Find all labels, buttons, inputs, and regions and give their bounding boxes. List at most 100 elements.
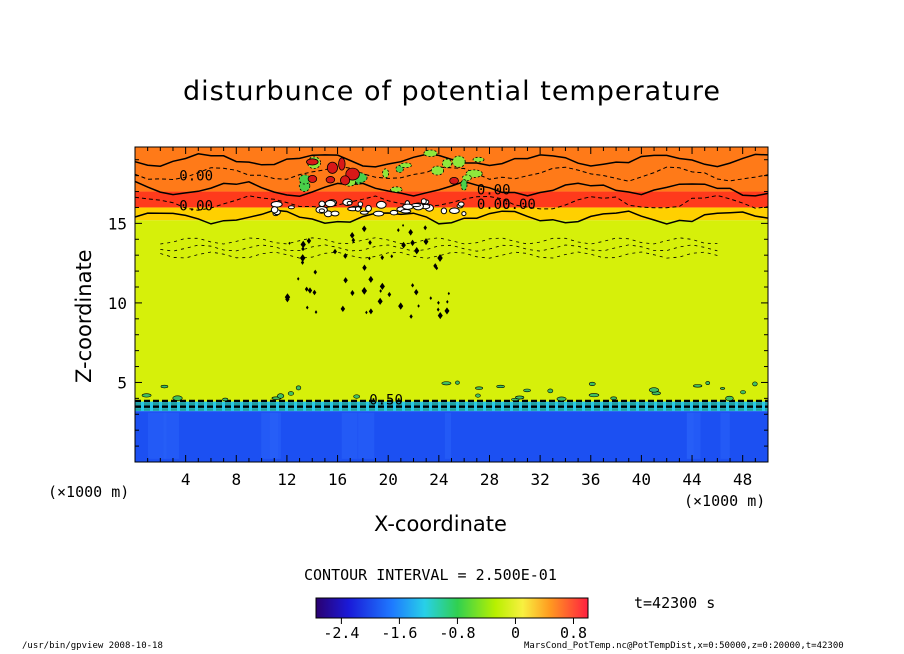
contour-marker-54: [313, 269, 318, 275]
x-axis-label: X-coordinate: [374, 512, 507, 536]
x-tick-label: 32: [530, 470, 549, 489]
contour-dense-24: [359, 210, 369, 215]
contour-blob-16: [460, 179, 468, 191]
contour-speck-29: [496, 384, 505, 389]
contour-speck-22: [276, 393, 285, 399]
contour-marker-26: [433, 263, 438, 269]
contour-dense-32: [270, 206, 279, 214]
contour-marker-16: [447, 291, 450, 296]
contour-marker-56: [437, 312, 443, 320]
y-axis-ticks: 5 10 15: [108, 159, 768, 447]
contour-speck-9: [556, 396, 567, 402]
contour-marker-43: [379, 282, 385, 291]
contour-label-1: 0.00: [179, 199, 213, 215]
contour-speck-2: [160, 384, 169, 389]
contour-marker-45: [307, 287, 313, 294]
contour-marker-21: [362, 264, 367, 271]
colorbar-ticks: -2.4 -1.6 -0.8 0 0.8: [323, 618, 587, 642]
contour-dense-22: [461, 211, 467, 217]
contour-blob-0: [472, 156, 485, 163]
colorbar-tick-label: -1.6: [381, 624, 417, 642]
contour-speck-19: [441, 381, 452, 386]
contour-marker-2: [314, 310, 318, 314]
contour-streak-6: [163, 412, 179, 459]
contour-dense-6: [357, 201, 364, 207]
contour-marker-10: [414, 247, 420, 255]
colorbar-gradient: [315, 597, 589, 619]
contour-marker-12: [408, 229, 413, 236]
contour-streak-3: [444, 412, 452, 459]
contour-speck-14: [475, 393, 481, 398]
contour-red-5: [449, 176, 459, 185]
contour-red-7: [340, 175, 351, 186]
contour-dense-2: [318, 200, 326, 208]
contour-streak-5: [147, 412, 167, 459]
contour-streak-7: [261, 412, 281, 459]
time-label: t=42300 s: [634, 594, 716, 612]
contour-blob-17: [451, 155, 466, 168]
contour-marker-29: [350, 289, 355, 296]
contour-speck-27: [455, 380, 460, 385]
contour-marker-57: [446, 300, 449, 304]
x-tick-label: 36: [581, 470, 600, 489]
contour-marker-28: [305, 305, 309, 310]
x-tick-label: 8: [231, 470, 241, 489]
contour-marker-40: [437, 254, 443, 262]
contour-dense-36: [411, 202, 422, 208]
contour-blob-3: [441, 158, 453, 169]
chart-title: disturbunce of potential temperature: [183, 76, 721, 107]
x-tick-label: 20: [379, 470, 398, 489]
contour-speck-20: [172, 395, 183, 401]
contour-dense-4: [365, 204, 372, 213]
contour-noise: [134, 149, 769, 459]
contour-marker-20: [423, 238, 429, 246]
contour-red-2: [306, 158, 319, 166]
contour-dense-16: [287, 205, 295, 210]
contour-marker-0: [312, 289, 317, 296]
contour-speck-7: [588, 393, 600, 398]
contour-dense-20: [270, 201, 283, 208]
contour-speck-15: [547, 388, 554, 394]
contour-marker-50: [333, 248, 338, 255]
contour-label-2: 0.00: [477, 183, 511, 199]
contour-marker-15: [299, 254, 306, 262]
x-tick-label: 44: [682, 470, 701, 489]
contour-marker-42: [409, 314, 413, 319]
contour-dense-33: [457, 201, 465, 207]
contour-marker-44: [379, 289, 382, 293]
contour-speck-23: [515, 395, 525, 400]
contour-marker-53: [387, 291, 392, 298]
contour-marker-55: [361, 225, 367, 233]
x-unit-left: (×1000 m): [48, 483, 130, 501]
contour-dense-5: [400, 209, 412, 214]
contour-marker-1: [340, 305, 346, 313]
contour-red-4: [326, 161, 338, 174]
contour-marker-47: [398, 302, 404, 310]
contour-marker-31: [343, 277, 348, 284]
colorbar: -2.4 -1.6 -0.8 0 0.8: [315, 597, 589, 642]
contour-speck-6: [740, 390, 746, 395]
contour-marker-13: [349, 232, 355, 239]
contour-speck-24: [141, 393, 152, 398]
heatmap-layer-3: [135, 207, 768, 221]
contour-label-0: 0.00: [179, 168, 213, 184]
contour-marker-36: [437, 300, 440, 305]
y-tick-label: 15: [108, 214, 127, 233]
y-tick-label: 10: [108, 294, 127, 313]
contour-speck-18: [295, 385, 302, 391]
contour-dense-37: [420, 198, 427, 205]
contour-label-4: 0.00: [502, 197, 536, 213]
contour-marker-30: [284, 293, 291, 301]
contour-blob-4: [423, 149, 438, 158]
contour-dense-35: [324, 199, 336, 208]
contour-blob-13: [399, 162, 413, 169]
contour-marker-8: [365, 310, 368, 315]
contour-marker-27: [411, 283, 415, 288]
contour-marker-17: [414, 289, 419, 296]
contour-speck-1: [523, 388, 531, 393]
contour-marker-25: [304, 286, 309, 292]
x-tick-label: 40: [632, 470, 651, 489]
contour-marker-49: [377, 297, 383, 305]
contour-marker-18: [436, 307, 440, 312]
contour-speck-25: [648, 387, 660, 393]
